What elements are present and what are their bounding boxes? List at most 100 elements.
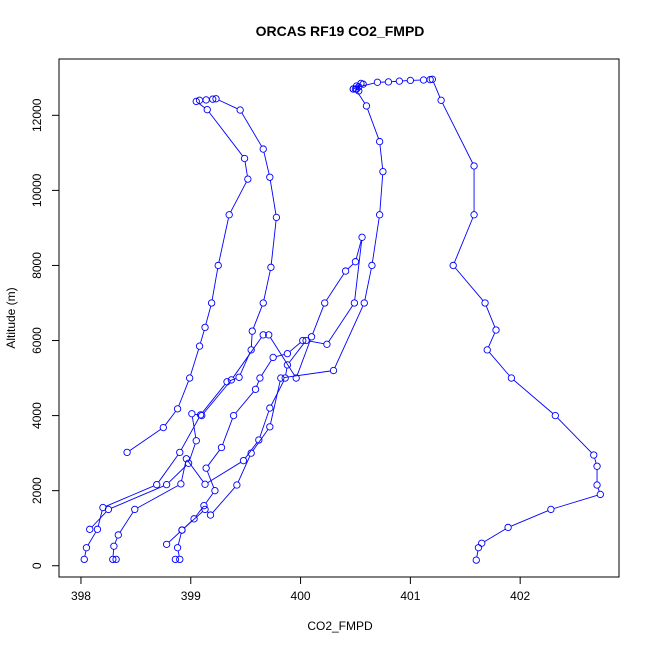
y-tick-label: 2000 bbox=[30, 477, 44, 504]
series-line-segment bbox=[488, 352, 510, 376]
data-point bbox=[277, 374, 285, 382]
series-line-segment bbox=[177, 533, 182, 545]
series-line-segment bbox=[181, 461, 187, 481]
series-1 bbox=[80, 95, 281, 564]
data-point bbox=[212, 95, 220, 103]
data-point bbox=[195, 342, 204, 350]
data-point bbox=[362, 102, 371, 110]
series-line-segment bbox=[594, 457, 597, 464]
series-4 bbox=[162, 336, 307, 548]
data-point bbox=[184, 459, 193, 467]
series-line-segment bbox=[203, 382, 230, 414]
data-point bbox=[379, 167, 387, 176]
series-line-segment bbox=[119, 511, 134, 533]
x-axis-label: CO2_FMPD bbox=[307, 619, 373, 633]
series-line-segment bbox=[111, 485, 164, 509]
series-line-segment bbox=[164, 411, 177, 426]
data-point bbox=[131, 505, 139, 514]
data-point bbox=[186, 374, 194, 382]
series-line-segment bbox=[205, 305, 212, 325]
data-point bbox=[207, 299, 216, 307]
data-point bbox=[247, 346, 255, 354]
series-line-segment bbox=[453, 217, 474, 263]
y-tick-label: 0 bbox=[30, 562, 44, 569]
data-point bbox=[483, 346, 491, 354]
data-point bbox=[269, 353, 277, 362]
series-line-segment bbox=[557, 417, 592, 454]
series-line-segment bbox=[252, 429, 269, 451]
data-point bbox=[375, 211, 384, 219]
data-point bbox=[192, 97, 200, 106]
data-point bbox=[240, 154, 249, 163]
data-point bbox=[203, 106, 211, 114]
data-point bbox=[188, 410, 196, 418]
series-line-segment bbox=[484, 528, 506, 542]
series-line-segment bbox=[355, 240, 362, 259]
data-point bbox=[227, 376, 236, 384]
data-point bbox=[171, 555, 180, 564]
x-tick-label: 400 bbox=[291, 589, 311, 603]
series-line-segment bbox=[114, 537, 118, 544]
data-point bbox=[256, 374, 264, 382]
series-line-segment bbox=[263, 152, 270, 175]
series-line-segment bbox=[379, 174, 384, 212]
series-line-segment bbox=[189, 443, 196, 461]
data-point bbox=[244, 175, 252, 183]
y-tick-label: 4000 bbox=[30, 402, 44, 429]
series-line-segment bbox=[218, 217, 229, 263]
data-point bbox=[236, 106, 244, 114]
series-line-segment bbox=[168, 465, 187, 483]
series-line-segment bbox=[184, 520, 193, 529]
data-point bbox=[123, 448, 131, 457]
data-point bbox=[593, 462, 601, 470]
data-point bbox=[86, 525, 94, 533]
series-line-segment bbox=[283, 370, 331, 379]
data-point bbox=[114, 531, 122, 539]
series-line-segment bbox=[84, 550, 87, 557]
series-3 bbox=[171, 75, 604, 564]
data-point bbox=[259, 145, 267, 153]
series-line-segment bbox=[326, 273, 345, 301]
data-point bbox=[209, 95, 217, 103]
x-tick-label: 398 bbox=[71, 589, 91, 603]
series-line-segment bbox=[261, 359, 272, 376]
data-point bbox=[93, 525, 102, 533]
data-point bbox=[173, 544, 182, 552]
data-point bbox=[112, 555, 120, 564]
data-point bbox=[233, 481, 241, 489]
data-point bbox=[110, 542, 118, 550]
series-line-segment bbox=[212, 487, 236, 513]
series-line-segment bbox=[371, 217, 380, 263]
series-line-segment bbox=[206, 470, 215, 488]
data-point bbox=[358, 233, 366, 241]
data-point bbox=[229, 411, 238, 420]
series-line-segment bbox=[356, 91, 366, 104]
series-line-segment bbox=[191, 416, 197, 438]
data-point bbox=[176, 448, 184, 457]
data-point bbox=[504, 523, 512, 532]
series-line-segment bbox=[178, 380, 189, 407]
data-point bbox=[302, 336, 310, 345]
data-point bbox=[283, 350, 292, 358]
data-point bbox=[329, 366, 338, 375]
data-point bbox=[272, 213, 281, 222]
series-line-segment bbox=[285, 368, 288, 375]
series-line-segment bbox=[91, 511, 107, 528]
series-line-segment bbox=[513, 379, 554, 414]
data-point bbox=[384, 78, 393, 86]
series-line-segment bbox=[296, 339, 311, 376]
data-point bbox=[162, 540, 171, 548]
data-point bbox=[375, 137, 384, 146]
data-point bbox=[178, 526, 186, 534]
series-line-segment bbox=[259, 410, 270, 438]
series-line-segment bbox=[137, 485, 179, 509]
series-line-segment bbox=[177, 550, 180, 557]
series-line-segment bbox=[367, 108, 379, 139]
series-line-segment bbox=[129, 429, 161, 451]
data-point bbox=[217, 443, 226, 452]
data-point bbox=[470, 211, 478, 219]
data-point bbox=[323, 340, 331, 348]
data-point bbox=[201, 480, 209, 488]
